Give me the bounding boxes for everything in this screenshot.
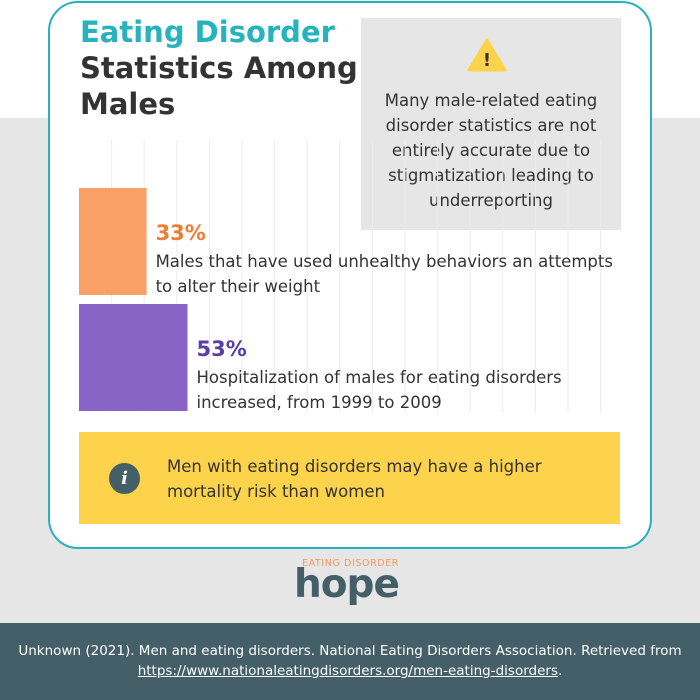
page-title: Eating Disorder Statistics Among Males [80, 14, 360, 122]
bar-2 [79, 304, 188, 411]
logo-word: hope [294, 562, 400, 607]
warning-glyph: ! [483, 50, 491, 71]
bar-value-label-1: 33% [155, 221, 206, 245]
bar-category-label-1: Males that have used unhealthy behaviors… [155, 252, 613, 296]
citation-text: Unknown (2021). Men and eating disorders… [18, 643, 682, 659]
info-text: Men with eating disorders may have a hig… [167, 457, 542, 501]
warning-text: Many male-related eating disorder statis… [384, 91, 598, 210]
bar-value-label-2: 53% [196, 337, 247, 361]
citation-footer: Unknown (2021). Men and eating disorders… [0, 623, 700, 700]
citation-end: . [557, 663, 563, 679]
info-icon: i [109, 463, 140, 494]
bar-category-label-2: Hospitalization of males for eating diso… [196, 368, 562, 412]
hope-logo: EATING DISORDER hope [294, 557, 406, 613]
citation-link[interactable]: https://www.nationaleatingdisorders.org/… [137, 663, 558, 679]
title-accent: Eating Disorder [80, 15, 335, 49]
logo-top-text: EATING DISORDER [302, 558, 400, 569]
info-box: i Men with eating disorders may have a h… [79, 432, 620, 524]
warning-triangle-icon: ! [467, 38, 507, 72]
warning-box: ! Many male-related eating disorder stat… [361, 18, 621, 230]
bar-1 [79, 188, 147, 295]
title-main: Statistics Among Males [80, 51, 358, 121]
